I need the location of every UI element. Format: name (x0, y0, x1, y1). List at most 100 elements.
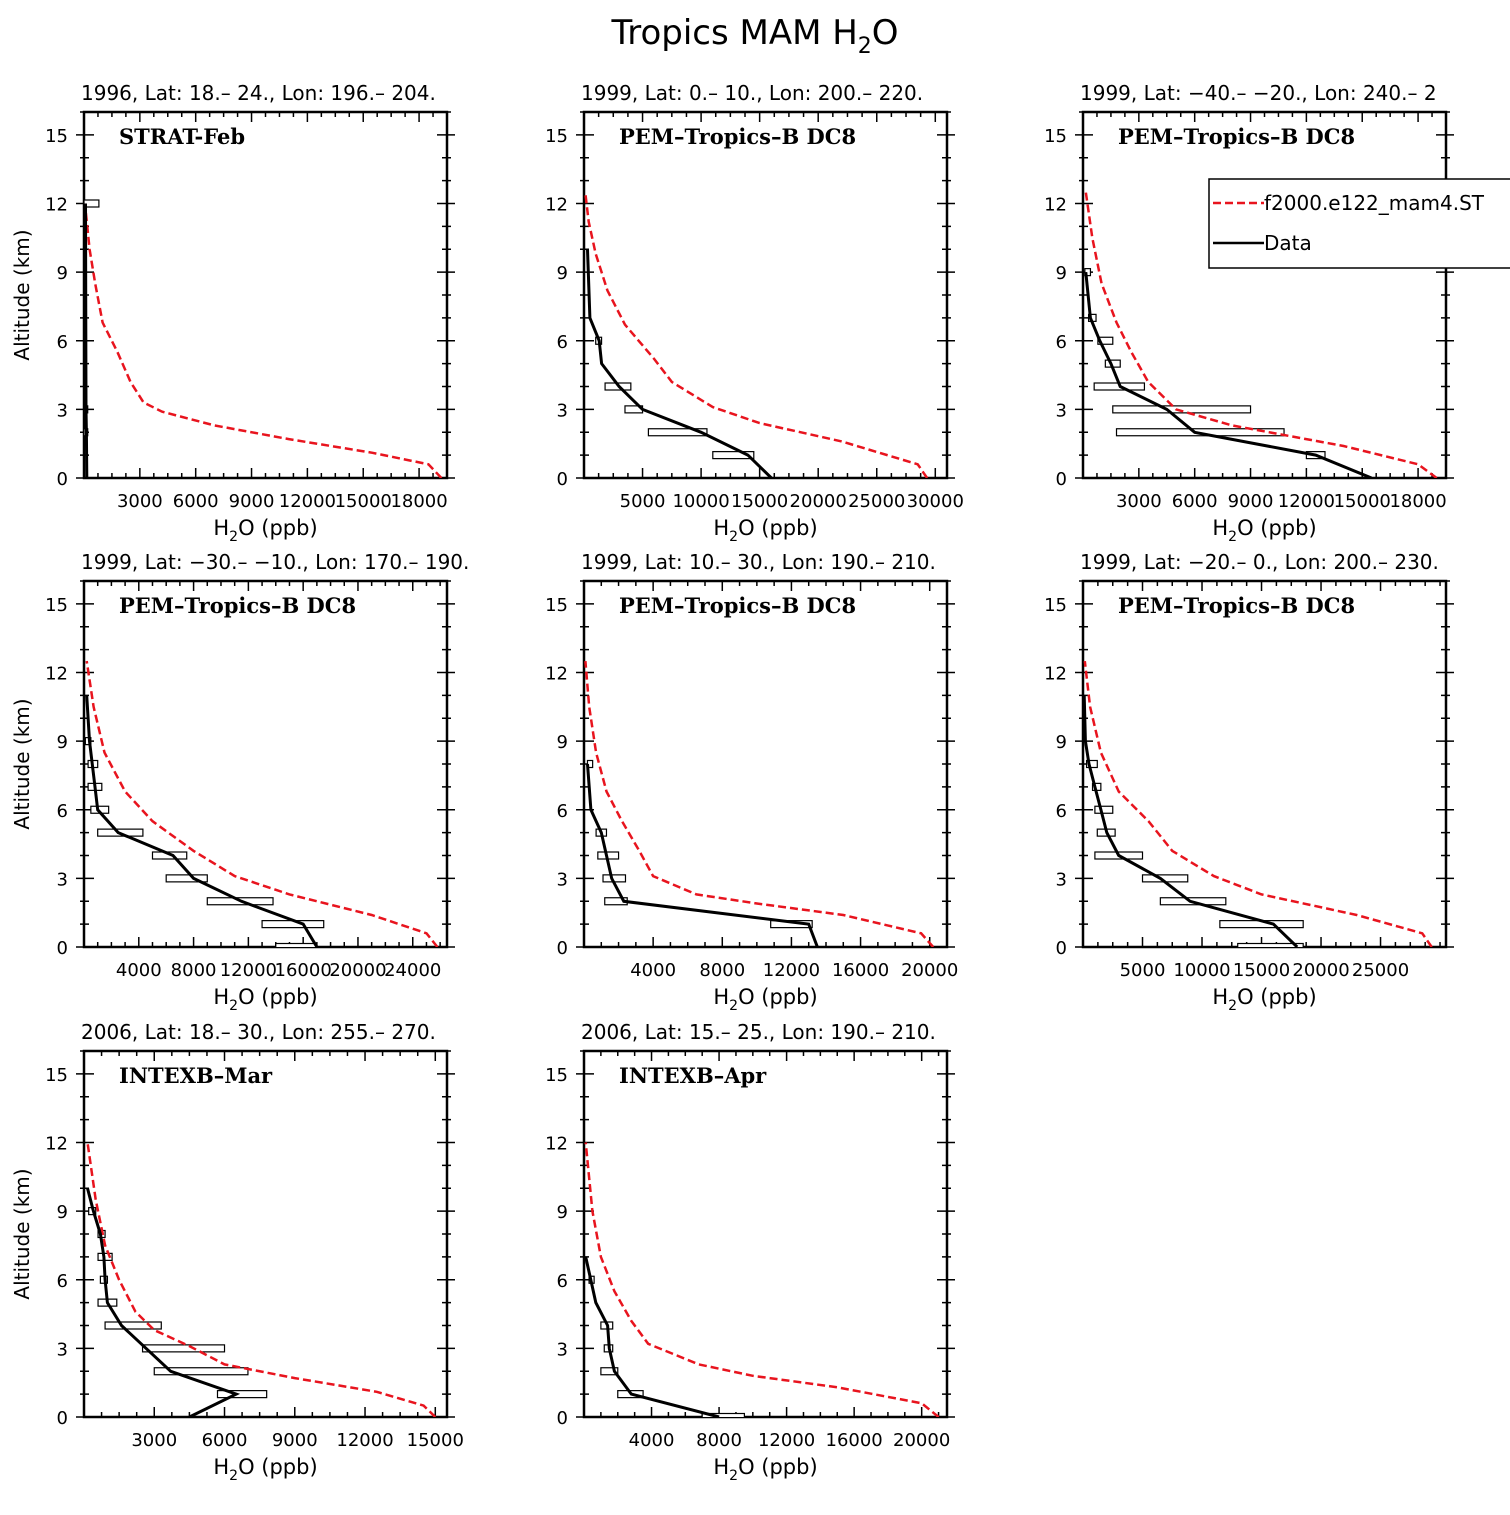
x-tick-label: 9000 (272, 1430, 318, 1451)
range-bar (1097, 336, 1114, 345)
y-tick-label: 15 (545, 1065, 568, 1086)
chart-panel: 1999, Lat: −20.– 0., Lon: 200.– 230. PEM–… (1044, 550, 1454, 1014)
x-tick-label: 8000 (171, 960, 217, 981)
data-line (586, 763, 819, 947)
x-tick-label: 6000 (1172, 491, 1218, 512)
y-tick-label: 12 (45, 195, 68, 216)
y-tick-label: 3 (557, 869, 568, 890)
y-tick-label: 15 (1044, 595, 1067, 616)
data-line (84, 203, 89, 478)
y-tick-label: 0 (57, 938, 68, 959)
y-tick-label: 9 (1056, 732, 1067, 753)
plot-frame (82, 110, 449, 480)
plot-frame (82, 1049, 449, 1419)
x-tick-label: 20000 (901, 960, 958, 981)
x-tick-label: 3000 (131, 1430, 177, 1451)
y-tick-label: 6 (57, 801, 68, 822)
figure-title: Tropics MAM H2O (610, 13, 898, 59)
y-tick-label: 12 (1044, 195, 1067, 216)
x-axis-label: H2O (ppb) (213, 516, 317, 545)
y-tick-label: 6 (557, 801, 568, 822)
y-tick-label: 3 (1056, 869, 1067, 890)
x-tick-label: 6000 (173, 491, 219, 512)
y-tick-label: 3 (1056, 400, 1067, 421)
y-tick-label: 9 (557, 1202, 568, 1223)
x-tick-label: 12000 (279, 491, 336, 512)
x-tick-label: 3000 (117, 491, 163, 512)
x-tick-label: 9000 (1228, 491, 1274, 512)
chart-panel: 1996, Lat: 18.– 24., Lon: 196.– 204. STRA… (10, 81, 455, 545)
y-tick-label: 15 (545, 126, 568, 147)
x-tick-label: 8000 (699, 960, 745, 981)
plot-area (584, 660, 935, 947)
x-tick-label: 10000 (672, 491, 729, 512)
range-bar (586, 759, 594, 769)
y-tick-label: 12 (545, 664, 568, 685)
y-tick-label: 3 (557, 1339, 568, 1360)
panel-header: 1999, Lat: −20.– 0., Lon: 200.– 230. (1080, 550, 1439, 574)
y-tick-label: 15 (545, 595, 568, 616)
range-bar (165, 874, 208, 883)
panel-header: 1996, Lat: 18.– 24., Lon: 196.– 204. (81, 81, 436, 105)
range-bar (216, 1390, 268, 1399)
legend-model-label: f2000.e122_mam4.ST (1264, 191, 1485, 215)
plot-area (584, 191, 929, 478)
x-tick-label: 18000 (1389, 491, 1446, 512)
x-tick-label: 16000 (826, 1430, 883, 1451)
y-tick-label: 12 (45, 1134, 68, 1155)
x-tick-label: 16000 (275, 960, 332, 981)
x-tick-label: 5000 (620, 491, 666, 512)
range-bar (701, 1412, 745, 1417)
model-line (584, 191, 929, 478)
chart-panel: 1999, Lat: −40.– −20., Lon: 240.– 2 PEM–T… (1044, 81, 1454, 545)
y-tick-label: 12 (545, 1134, 568, 1155)
model-line (584, 660, 935, 947)
x-tick-label: 15000 (1233, 960, 1290, 981)
campaign-label: INTEXB–Mar (119, 1063, 273, 1088)
range-bar (1237, 942, 1304, 947)
x-tick-label: 10000 (1173, 960, 1230, 981)
y-tick-label: 12 (545, 195, 568, 216)
model-line (85, 660, 439, 947)
y-tick-label: 0 (1056, 938, 1067, 959)
y-tick-label: 0 (57, 469, 68, 490)
campaign-label: STRAT-Feb (119, 124, 245, 149)
y-tick-label: 3 (557, 400, 568, 421)
x-tick-label: 12000 (336, 1430, 393, 1451)
y-tick-label: 6 (57, 1271, 68, 1292)
panel-header: 2006, Lat: 18.– 30., Lon: 255.– 270. (81, 1020, 436, 1044)
range-bar (600, 1367, 619, 1376)
x-axis-label: H2O (ppb) (713, 985, 817, 1014)
plot-frame (582, 1049, 949, 1419)
model-line (84, 203, 443, 478)
range-bar (141, 1344, 226, 1353)
x-tick-label: 20000 (790, 491, 847, 512)
y-tick-label: 3 (57, 400, 68, 421)
x-tick-label: 9000 (229, 491, 275, 512)
y-tick-label: 0 (557, 1408, 568, 1429)
x-tick-label: 25000 (1352, 960, 1409, 981)
campaign-label: PEM–Tropics–B DC8 (119, 593, 356, 618)
x-tick-label: 15000 (335, 491, 392, 512)
x-tick-label: 25000 (848, 491, 905, 512)
x-axis-label: H2O (ppb) (213, 985, 317, 1014)
x-tick-label: 4000 (629, 1430, 675, 1451)
range-bar (104, 1321, 162, 1330)
y-tick-label: 0 (557, 469, 568, 490)
plot-frame (82, 579, 449, 949)
range-bar (712, 451, 755, 460)
chart-panel: 1999, Lat: −30.– −10., Lon: 170.– 190. PE… (10, 550, 469, 1014)
plot-area (584, 1142, 940, 1417)
range-bar (84, 199, 100, 208)
model-line (1084, 191, 1438, 478)
model-line (584, 1142, 940, 1417)
plot-frame (1081, 110, 1448, 480)
x-axis-label: H2O (ppb) (1212, 516, 1316, 545)
y-tick-label: 0 (557, 938, 568, 959)
range-bar (275, 942, 318, 947)
y-tick-label: 0 (1056, 469, 1067, 490)
campaign-label: PEM–Tropics–B DC8 (1118, 593, 1355, 618)
x-axis-label: H2O (ppb) (213, 1455, 317, 1484)
